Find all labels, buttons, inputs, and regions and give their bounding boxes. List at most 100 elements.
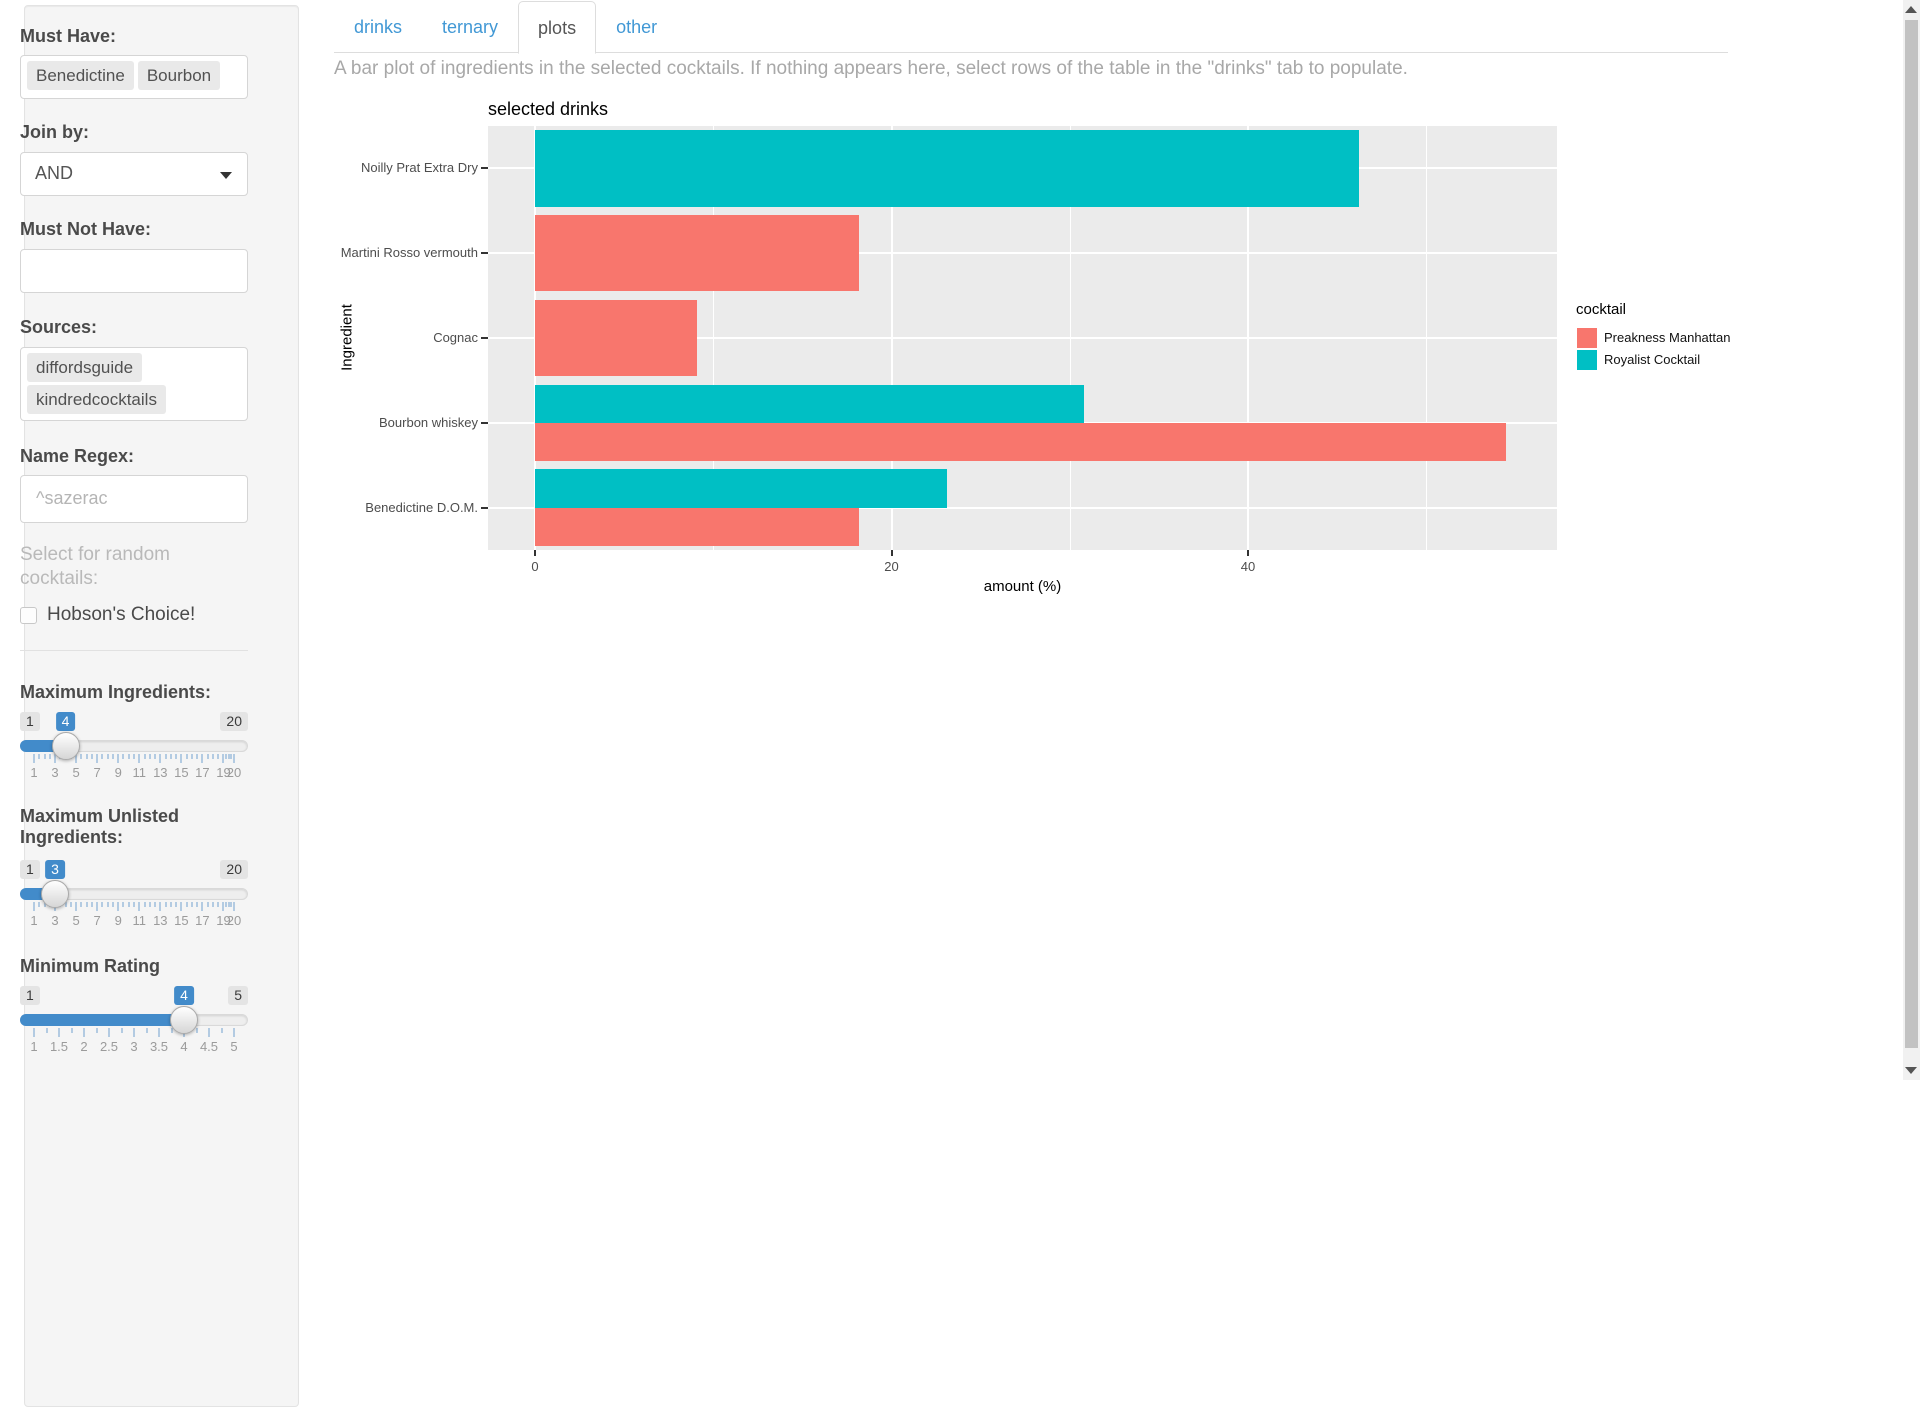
slider-grid-minor-tick <box>95 1028 98 1033</box>
must-have-tag[interactable]: Benedictine <box>27 61 134 90</box>
slider-grid-label: 1.5 <box>49 1039 69 1054</box>
hobsons-choice-checkbox[interactable] <box>20 607 37 624</box>
slider-grid-tick <box>75 754 78 763</box>
category-label: Bourbon whiskey <box>379 414 478 430</box>
slider-grid-tick <box>158 1028 160 1037</box>
x-axis-tick <box>890 550 893 556</box>
slider-grid-tick <box>180 902 183 911</box>
slider-grid-tick <box>75 902 78 911</box>
bar-royalist-cocktail <box>535 469 947 508</box>
slider-grid-minor-tick <box>45 1028 48 1033</box>
slider-grid-minor-tick <box>145 1028 148 1033</box>
scrollbar-thumb[interactable] <box>1905 20 1918 1048</box>
slider-grid-minor-tick <box>143 902 146 907</box>
slider-grid-minor-tick <box>64 902 67 907</box>
slider-grid-minor-tick <box>85 902 88 907</box>
tab-other[interactable]: other <box>616 17 658 37</box>
slider-grid-minor-tick <box>106 902 109 907</box>
legend-swatch <box>1577 350 1597 370</box>
slider-grid-minor-tick <box>148 754 151 759</box>
slider-max-chip: 20 <box>220 860 248 879</box>
name-regex-input[interactable]: ^sazerac <box>20 475 248 523</box>
plot-description: A bar plot of ingredients in the selecte… <box>334 58 1408 79</box>
slider-grid-minor-tick <box>90 754 93 759</box>
slider-grid-label: 5 <box>72 913 80 928</box>
tab-ternary[interactable]: ternary <box>442 17 499 37</box>
slider-grid-label: 15 <box>174 765 189 780</box>
must-have-input[interactable]: Benedictine Bourbon <box>20 55 248 99</box>
slider-grid-minor-tick <box>190 754 193 759</box>
legend-label: Preakness Manhattan <box>1604 330 1731 345</box>
slider-grid-minor-tick <box>211 902 214 907</box>
slider-max-chip: 20 <box>220 712 248 731</box>
slider-grid-minor-tick <box>230 902 233 907</box>
slider-handle[interactable] <box>41 880 70 908</box>
slider-grid-minor-tick <box>127 754 130 759</box>
must-have-tag[interactable]: Bourbon <box>137 61 221 90</box>
slider-grid-tick <box>233 1028 235 1037</box>
max-unlisted-slider[interactable]: 1 3 5 7 9 11 13 15 17 19 20 1 20 3 <box>20 858 248 936</box>
slider-grid-minor-tick <box>227 754 230 759</box>
slider-grid-minor-tick <box>169 754 172 759</box>
slider-grid-minor-tick <box>169 902 172 907</box>
scroll-up-icon[interactable] <box>1905 6 1917 13</box>
bar-preakness-manhattan <box>535 422 1507 461</box>
slider-grid-label: 20 <box>226 913 242 928</box>
slider-grid-minor-tick <box>227 902 230 907</box>
slider-grid-minor-tick <box>154 902 157 907</box>
must-not-have-input[interactable] <box>20 249 248 293</box>
slider-value-chip: 4 <box>174 986 194 1005</box>
min-rating-label: Minimum Rating <box>20 956 160 976</box>
slider-grid-minor-tick <box>175 754 178 759</box>
slider-fill <box>20 1014 184 1026</box>
slider-grid-tick <box>180 754 183 763</box>
slider-grid-label: 1 <box>30 913 38 928</box>
slider-grid-tick <box>96 902 99 911</box>
slider-grid-minor-tick <box>80 902 83 907</box>
slider-grid-minor-tick <box>43 902 46 907</box>
bar-preakness-manhattan <box>535 299 698 377</box>
max-ingredients-slider[interactable]: 1 3 5 7 9 11 13 15 17 19 20 1 20 4 <box>20 710 248 788</box>
max-unlisted-label: Maximum Unlisted Ingredients: <box>20 806 180 847</box>
slider-grid-tick <box>159 902 162 911</box>
slider-grid-tick <box>33 902 35 911</box>
sources-input[interactable]: diffordsguide kindredcocktails <box>20 347 248 421</box>
slider-grid-minor-tick <box>122 754 125 759</box>
slider-grid-minor-tick <box>175 902 178 907</box>
slider-grid-tick <box>58 1028 60 1037</box>
x-tick-label: 40 <box>1240 559 1256 574</box>
slider-grid-tick <box>33 1028 35 1037</box>
slider-grid-tick <box>222 902 225 911</box>
slider-grid-minor-tick <box>48 754 51 759</box>
slider-grid-label: 1 <box>30 1039 38 1054</box>
slider-grid-minor-tick <box>38 902 41 907</box>
slider-min-chip: 1 <box>20 860 40 879</box>
category-label: Cognac <box>433 330 478 345</box>
min-rating-slider[interactable]: 1 1.5 2 2.5 3 3.5 4 4.5 5 1 5 4 <box>20 984 248 1062</box>
slider-grid-minor-tick <box>211 754 214 759</box>
slider-grid-minor-tick <box>69 902 72 907</box>
slider-handle[interactable] <box>170 1006 198 1034</box>
slider-grid-minor-tick <box>230 754 233 759</box>
sidebar-divider <box>20 650 248 651</box>
tab-plots[interactable]: plots <box>518 1 597 54</box>
slider-grid-minor-tick <box>217 754 220 759</box>
max-ingredients-label: Maximum Ingredients: <box>20 682 212 702</box>
slider-handle[interactable] <box>51 732 80 760</box>
x-axis-title: amount (%) <box>983 578 1062 595</box>
major-gridline-y <box>488 252 1557 255</box>
tab-bar: drinks ternary plots other <box>334 0 1728 54</box>
slider-grid-minor-tick <box>196 902 199 907</box>
slider-grid-label: 4.5 <box>199 1039 219 1054</box>
slider-grid-label: 13 <box>153 913 168 928</box>
join-by-select[interactable]: AND <box>20 152 248 196</box>
tab-drinks[interactable]: drinks <box>354 17 403 37</box>
source-tag[interactable]: diffordsguide <box>27 353 143 382</box>
source-tag[interactable]: kindredcocktails <box>27 385 166 414</box>
scroll-down-icon[interactable] <box>1905 1067 1917 1074</box>
slider-grid-minor-tick <box>206 902 209 907</box>
slider-grid-label: 2.5 <box>99 1039 119 1054</box>
slider-grid-minor-tick <box>225 754 228 759</box>
slider-grid-label: 7 <box>93 765 101 780</box>
slider-grid-minor-tick <box>164 754 167 759</box>
